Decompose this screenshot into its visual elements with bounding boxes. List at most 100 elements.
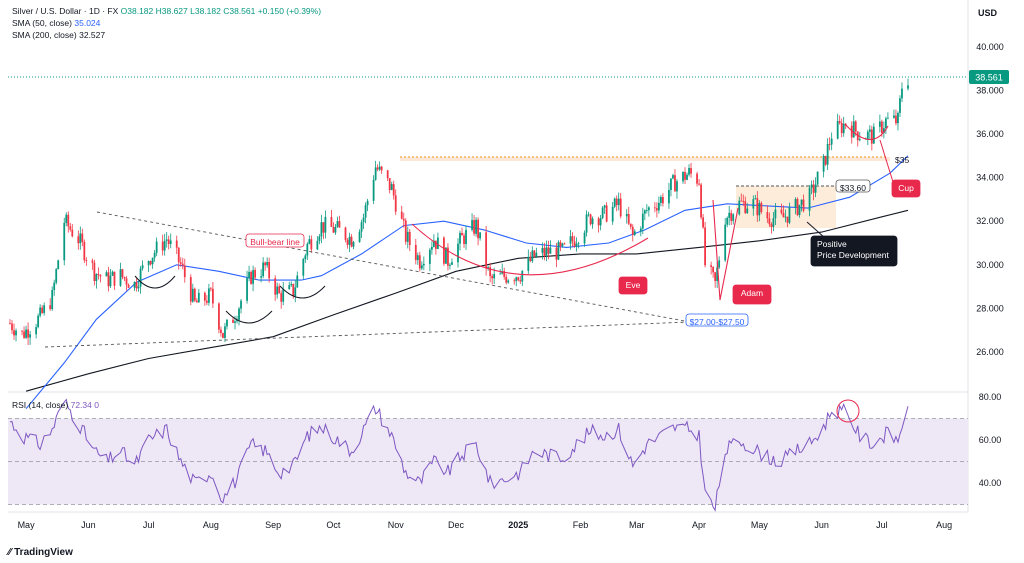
candle-body xyxy=(169,240,172,245)
rsi-pane: 40.00 60.00 80.00 xyxy=(8,392,1002,512)
level-3360-label: $33.60 xyxy=(835,179,871,193)
candle-body xyxy=(878,121,881,127)
bull-bear-label-text: Bull-bear line xyxy=(250,237,300,247)
candle-body xyxy=(603,205,606,208)
candle-body xyxy=(445,247,447,264)
candle-body xyxy=(866,131,869,139)
sma50-label: SMA (50, close) xyxy=(12,18,72,28)
candle-body xyxy=(463,235,465,245)
candle-body xyxy=(479,232,481,239)
candle-body xyxy=(521,270,524,282)
candle-body xyxy=(545,247,548,256)
time-tick-label: Mar xyxy=(629,520,645,530)
candle-body xyxy=(25,329,27,338)
candle-body xyxy=(437,237,439,249)
candle-body xyxy=(147,261,150,266)
candle-body xyxy=(189,277,192,302)
candle-body xyxy=(870,129,873,144)
candle-body xyxy=(802,199,805,211)
rsi-highlight-circle xyxy=(836,399,860,423)
candle-body xyxy=(555,247,558,260)
candle-body xyxy=(276,286,279,295)
bull-bear-label: Bull-bear line xyxy=(245,233,305,248)
candle-body xyxy=(752,199,755,209)
candle-body xyxy=(404,220,407,242)
candle-body xyxy=(698,183,700,185)
candle-body xyxy=(443,237,445,264)
bull-bear-trendline xyxy=(96,211,691,323)
time-tick-label: Jun xyxy=(81,520,96,530)
time-tick-label: Aug xyxy=(936,520,952,530)
candle-body xyxy=(266,261,269,266)
candle-body xyxy=(575,243,578,247)
candle-body xyxy=(133,281,136,288)
candle-body xyxy=(503,271,506,277)
candle-body xyxy=(181,263,184,266)
sma200-label: SMA (200, close) xyxy=(12,30,77,40)
rsi-tick-label: 60.00 xyxy=(979,435,1002,445)
sma50-legend: SMA (50, close) 35.024 xyxy=(12,18,100,28)
candle-body xyxy=(422,263,425,266)
candle-body xyxy=(613,198,616,207)
candle-body xyxy=(507,280,510,283)
candle-body xyxy=(812,184,815,193)
candle-body xyxy=(852,121,855,138)
last-price-label: 38.561 xyxy=(975,73,1003,83)
candle-body xyxy=(175,240,178,248)
candle-body xyxy=(724,224,727,261)
candle-body xyxy=(27,329,29,338)
price-tick-label: 30.000 xyxy=(976,260,1004,270)
candle-body xyxy=(324,216,327,233)
candle-body xyxy=(292,283,295,296)
candle-body xyxy=(682,171,684,182)
ohlc-values: O38.182 H38.627 L38.182 C38.561 +0.150 (… xyxy=(120,6,322,16)
candle-body xyxy=(704,227,706,266)
bottom-arc xyxy=(134,275,176,289)
candle-body xyxy=(798,204,801,215)
candle-body xyxy=(766,212,769,219)
candle-body xyxy=(535,252,538,257)
bottom-arc xyxy=(225,310,273,324)
rsi-legend: RSI (14, close) 72.34 0 xyxy=(12,400,99,410)
candle-body xyxy=(728,212,731,218)
candle-body xyxy=(105,272,108,277)
support-zone-label-text: $27.00-$27.50 xyxy=(690,317,745,327)
candle-body xyxy=(836,121,839,139)
candle-body xyxy=(121,269,124,278)
candle-body xyxy=(183,265,186,278)
candle-body xyxy=(872,126,875,144)
price-tick-label: 36.000 xyxy=(976,129,1004,139)
candle-body xyxy=(153,252,156,258)
adam-v xyxy=(712,199,739,301)
candle-body xyxy=(527,256,530,271)
candle-body xyxy=(95,273,98,282)
candle-body xyxy=(372,179,375,201)
candle-body xyxy=(587,214,590,216)
candle-body xyxy=(390,184,393,191)
candle-body xyxy=(893,115,895,118)
candle-body xyxy=(858,139,861,141)
candle-body xyxy=(51,289,54,310)
candle-body xyxy=(155,241,158,253)
candle-body xyxy=(591,218,594,225)
candle-body xyxy=(79,233,82,244)
sma-200-line xyxy=(25,209,909,392)
candle-body xyxy=(380,166,383,171)
candle-body xyxy=(901,88,903,99)
candle-body xyxy=(810,184,813,188)
candle-body xyxy=(177,247,180,263)
candle-body xyxy=(543,247,546,256)
candle-body xyxy=(81,233,84,242)
candle-body xyxy=(378,166,381,170)
candle-body xyxy=(234,321,236,323)
candle-body xyxy=(260,276,263,278)
candle-body xyxy=(533,250,536,257)
candle-body xyxy=(629,223,632,227)
candle-body xyxy=(282,289,285,302)
candle-body xyxy=(487,267,490,269)
candle-body xyxy=(310,239,313,250)
eve-label: Eve xyxy=(618,276,648,295)
candle-body xyxy=(69,226,72,230)
candle-body xyxy=(611,206,614,222)
